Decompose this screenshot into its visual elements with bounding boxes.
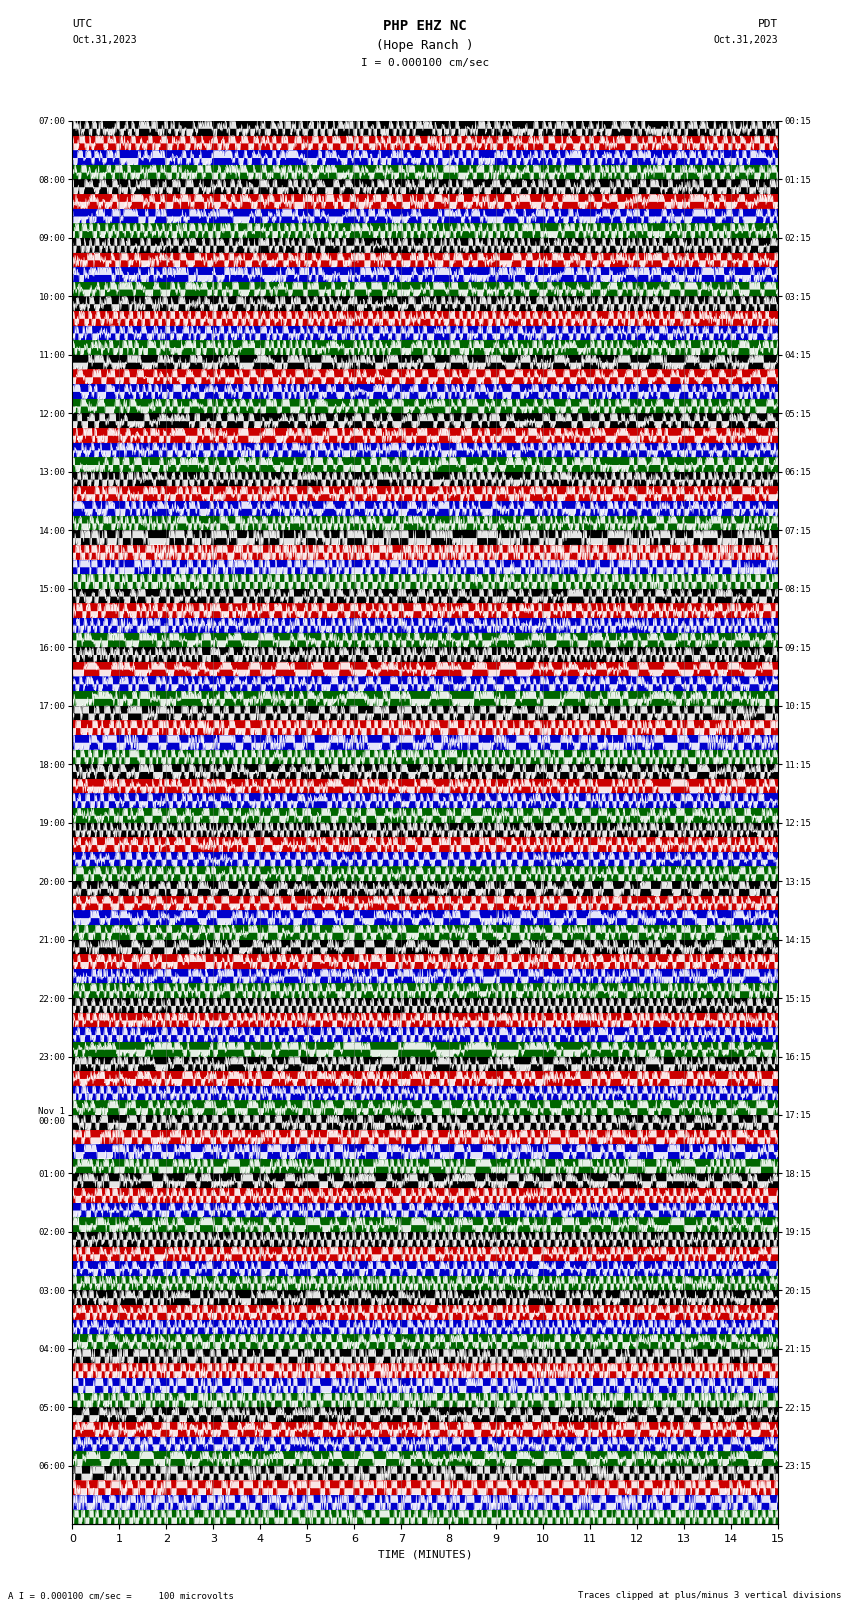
Text: Oct.31,2023: Oct.31,2023	[713, 35, 778, 45]
X-axis label: TIME (MINUTES): TIME (MINUTES)	[377, 1550, 473, 1560]
Text: A I = 0.000100 cm/sec =     100 microvolts: A I = 0.000100 cm/sec = 100 microvolts	[8, 1590, 235, 1600]
Text: Traces clipped at plus/minus 3 vertical divisions: Traces clipped at plus/minus 3 vertical …	[578, 1590, 842, 1600]
Text: UTC: UTC	[72, 19, 93, 29]
Text: (Hope Ranch ): (Hope Ranch )	[377, 39, 473, 52]
Text: PDT: PDT	[757, 19, 778, 29]
Text: I = 0.000100 cm/sec: I = 0.000100 cm/sec	[361, 58, 489, 68]
Text: PHP EHZ NC: PHP EHZ NC	[383, 19, 467, 34]
Text: Oct.31,2023: Oct.31,2023	[72, 35, 137, 45]
